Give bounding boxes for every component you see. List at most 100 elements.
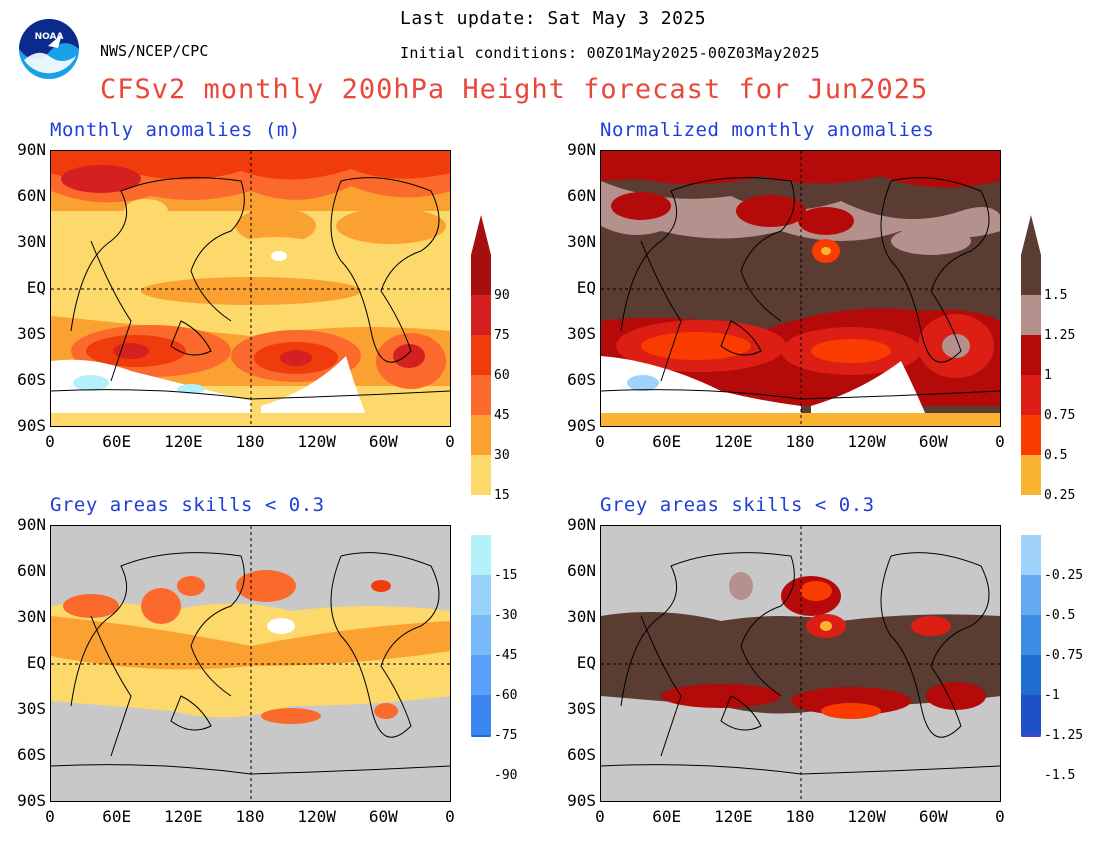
lat-tick-label: 90S — [17, 416, 46, 435]
lat-tick-label: 30N — [567, 232, 596, 251]
lon-tick-label: 0 — [995, 432, 1005, 451]
colorbar-bottom-arrow — [1021, 735, 1041, 737]
colorbar-anomalies — [470, 215, 492, 737]
lon-tick-label: 0 — [45, 807, 55, 826]
map-normalized-skill-masked — [600, 525, 1001, 802]
lon-tick-label: 60E — [102, 432, 132, 451]
lon-tick-label: 120E — [164, 807, 203, 826]
lon-tick-label: 120E — [714, 432, 753, 451]
lon-tick-label: 0 — [445, 432, 455, 451]
colorbar-segment — [1021, 255, 1041, 295]
colorbar-segment — [1021, 295, 1041, 335]
lat-tick-label: 30N — [567, 607, 596, 626]
lon-tick-label: 120E — [714, 807, 753, 826]
lon-tick-label: 60E — [652, 807, 682, 826]
lat-tick-label: 60N — [567, 186, 596, 205]
colorbar-label: 1.25 — [1044, 328, 1076, 343]
lat-tick-label: 90N — [567, 515, 596, 534]
lon-tick-label: 120W — [297, 432, 336, 451]
colorbar-bottom-arrow — [471, 735, 491, 737]
lon-tick-label: 180 — [785, 432, 815, 451]
colorbar-segment — [471, 415, 491, 455]
lat-tick-label: 30S — [17, 324, 46, 343]
colorbar-segment — [471, 495, 491, 535]
lat-tick-label: EQ — [576, 653, 596, 672]
initial-conditions: Initial conditions: 00Z01May2025-00Z03Ma… — [400, 44, 820, 62]
colorbar-label: -1 — [1044, 688, 1060, 703]
colorbar-label: -1.5 — [1044, 768, 1076, 783]
colorbar-segment — [471, 575, 491, 615]
colorbar-label: 75 — [494, 328, 510, 343]
colorbar-label: 0.5 — [1044, 448, 1068, 463]
lon-tick-label: 60E — [652, 432, 682, 451]
colorbar-segment — [471, 455, 491, 495]
colorbar-label: -75 — [494, 728, 518, 743]
lon-tick-label: 120W — [847, 807, 886, 826]
lon-tick-label: 120W — [297, 807, 336, 826]
lat-tick-label: 90N — [567, 140, 596, 159]
colorbar-label: 0.75 — [1044, 408, 1076, 423]
lat-tick-label: 30S — [567, 324, 596, 343]
lon-tick-label: 0 — [595, 807, 605, 826]
colorbar-segment — [471, 655, 491, 695]
panel-title-bottom-left: Grey areas skills < 0.3 — [50, 494, 325, 516]
noaa-logo: NOAA — [18, 18, 80, 80]
lon-tick-label: 180 — [235, 432, 265, 451]
colorbar-segment — [1021, 415, 1041, 455]
colorbar-segment — [471, 695, 491, 735]
colorbar-segment — [1021, 615, 1041, 655]
colorbar-normalized — [1020, 215, 1042, 737]
colorbar-label: 60 — [494, 368, 510, 383]
map-anomalies-skill-masked — [50, 525, 451, 802]
map-anomalies — [50, 150, 451, 427]
colorbar-label: -0.25 — [1044, 568, 1084, 583]
lon-tick-label: 120W — [847, 432, 886, 451]
colorbar-segment — [1021, 535, 1041, 575]
colorbar-label: -1.25 — [1044, 728, 1084, 743]
lon-tick-label: 0 — [445, 807, 455, 826]
lat-tick-label: 60S — [17, 745, 46, 764]
lat-tick-label: 90N — [17, 140, 46, 159]
map-normalized-anomalies — [600, 150, 1001, 427]
lon-tick-label: 60E — [102, 807, 132, 826]
colorbar-segment — [1021, 375, 1041, 415]
colorbar-label: -0.75 — [1044, 648, 1084, 663]
lon-tick-label: 180 — [235, 807, 265, 826]
lat-tick-label: 30N — [17, 607, 46, 626]
lon-tick-label: 180 — [785, 807, 815, 826]
lon-tick-label: 0 — [45, 432, 55, 451]
colorbar-segment — [471, 295, 491, 335]
lat-tick-label: EQ — [576, 278, 596, 297]
colorbar-segment — [471, 335, 491, 375]
lat-tick-label: 90S — [567, 416, 596, 435]
colorbar-label: 0.25 — [1044, 488, 1076, 503]
colorbar-segment — [471, 255, 491, 295]
lon-tick-label: 60W — [918, 807, 948, 826]
colorbar-label: -90 — [494, 768, 518, 783]
agency-label: NWS/NCEP/CPC — [100, 42, 209, 60]
colorbar-top-arrow — [1021, 215, 1041, 255]
last-update: Last update: Sat May 3 2025 — [400, 8, 707, 29]
colorbar-label: 15 — [494, 488, 510, 503]
lat-tick-label: 60N — [17, 186, 46, 205]
lon-tick-label: 0 — [995, 807, 1005, 826]
colorbar-label: -0.5 — [1044, 608, 1076, 623]
noaa-logo-text: NOAA — [34, 32, 64, 42]
colorbar-segment — [471, 375, 491, 415]
colorbar-label: -30 — [494, 608, 518, 623]
colorbar-label: -45 — [494, 648, 518, 663]
lat-tick-label: 60S — [17, 370, 46, 389]
lat-tick-label: EQ — [26, 278, 46, 297]
lon-tick-label: 60W — [918, 432, 948, 451]
lat-tick-label: 90S — [17, 791, 46, 810]
lat-tick-label: 30S — [17, 699, 46, 718]
colorbar-label: 1 — [1044, 368, 1052, 383]
colorbar-segment — [1021, 575, 1041, 615]
lon-tick-label: 120E — [164, 432, 203, 451]
colorbar-segment — [1021, 495, 1041, 535]
lat-tick-label: 30N — [17, 232, 46, 251]
panel-title-top-left: Monthly anomalies (m) — [50, 119, 301, 141]
colorbar-label: 30 — [494, 448, 510, 463]
lat-tick-label: EQ — [26, 653, 46, 672]
colorbar-label: 45 — [494, 408, 510, 423]
